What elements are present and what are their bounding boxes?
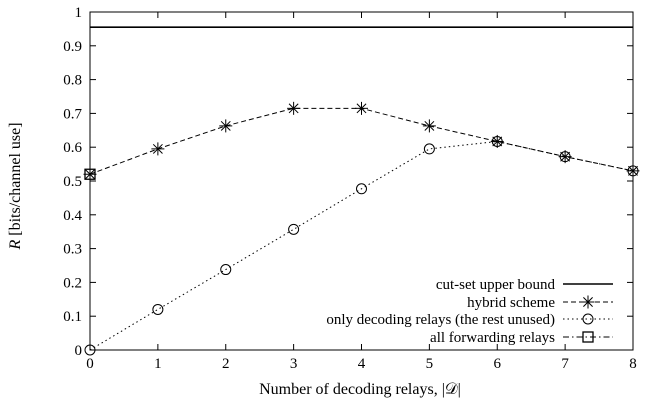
x-tick-label: 3 — [290, 356, 298, 372]
data-point — [559, 151, 571, 163]
star-stroke — [356, 103, 367, 114]
series-3 — [84, 168, 96, 180]
star-stroke — [424, 120, 435, 131]
y-tick-label: 1 — [75, 5, 83, 21]
data-point — [627, 165, 639, 177]
data-point — [288, 223, 300, 235]
data-point — [287, 101, 301, 115]
y-tick-label: 0.5 — [63, 174, 82, 190]
legend-label: all forwarding relays — [430, 330, 555, 346]
legend-item-2: only decoding relays (the rest unused) — [326, 312, 613, 328]
x-tick-label: 6 — [494, 356, 502, 372]
data-point — [84, 168, 96, 180]
star-stroke — [220, 120, 231, 131]
legend-item-0: cut-set upper bound — [436, 277, 613, 293]
data-point — [491, 135, 503, 147]
legend-marker — [582, 313, 594, 325]
y-tick-label: 0 — [75, 343, 83, 359]
data-point — [490, 134, 504, 148]
star-stroke — [492, 136, 503, 147]
data-point — [355, 101, 368, 115]
data-point — [626, 164, 640, 178]
y-tick-label: 0.9 — [63, 39, 82, 55]
data-point — [219, 119, 233, 133]
x-tick-label: 5 — [426, 356, 434, 372]
star-stroke — [152, 143, 163, 154]
star-stroke — [628, 165, 638, 176]
series-1 — [83, 101, 640, 181]
x-tick-label: 2 — [222, 356, 230, 372]
y-axis-label: R [bits/channel use] — [7, 122, 24, 250]
x-tick-label: 8 — [629, 356, 637, 372]
y-tick-label: 0.7 — [63, 106, 82, 122]
data-point — [151, 142, 165, 156]
x-axis-label: Number of decoding relays, |𝒟| — [259, 381, 461, 398]
data-point — [152, 303, 164, 315]
series-line — [89, 107, 634, 175]
y-axis-unit: [bits/channel use] — [7, 122, 24, 239]
y-tick-label: 0.4 — [63, 208, 82, 224]
legend-marker — [582, 331, 594, 343]
y-axis-symbol: R — [7, 240, 24, 251]
series-2 — [84, 135, 639, 356]
axis-titles: Number of decoding relays, |𝒟| R [bits/c… — [7, 122, 461, 398]
legend-marker — [581, 295, 595, 309]
legend-label: hybrid scheme — [467, 295, 555, 311]
x-tick-label: 4 — [358, 356, 366, 372]
legend-label: cut-set upper bound — [436, 277, 556, 293]
legend-label: only decoding relays (the rest unused) — [326, 312, 555, 328]
ticks: 0 1 2 3 4 5 6 7 8 0 0.1 0.2 0.3 0.4 0.5 0.6 0.7 0.8 0.9 1 — [63, 5, 637, 372]
data-point — [423, 143, 435, 155]
x-tick-label: 0 — [86, 356, 94, 372]
data-point — [422, 119, 436, 133]
series-line — [89, 140, 634, 351]
star-stroke — [583, 297, 593, 307]
x-tick-label: 7 — [561, 356, 569, 372]
y-tick-label: 0.1 — [63, 309, 82, 325]
data-point — [220, 264, 232, 276]
data-point — [356, 183, 367, 195]
data-point — [84, 344, 96, 356]
series — [83, 26, 640, 356]
legend-item-1: hybrid scheme — [467, 295, 613, 311]
y-tick-label: 0.6 — [63, 140, 82, 156]
x-tick-label: 1 — [154, 356, 162, 372]
y-tick-label: 0.8 — [63, 73, 82, 89]
legend-item-3: all forwarding relays — [430, 330, 613, 346]
y-tick-label: 0.3 — [63, 242, 82, 258]
star-stroke — [288, 103, 299, 114]
star-stroke — [85, 169, 95, 180]
y-tick-label: 0.2 — [63, 275, 82, 291]
data-point — [83, 167, 97, 181]
